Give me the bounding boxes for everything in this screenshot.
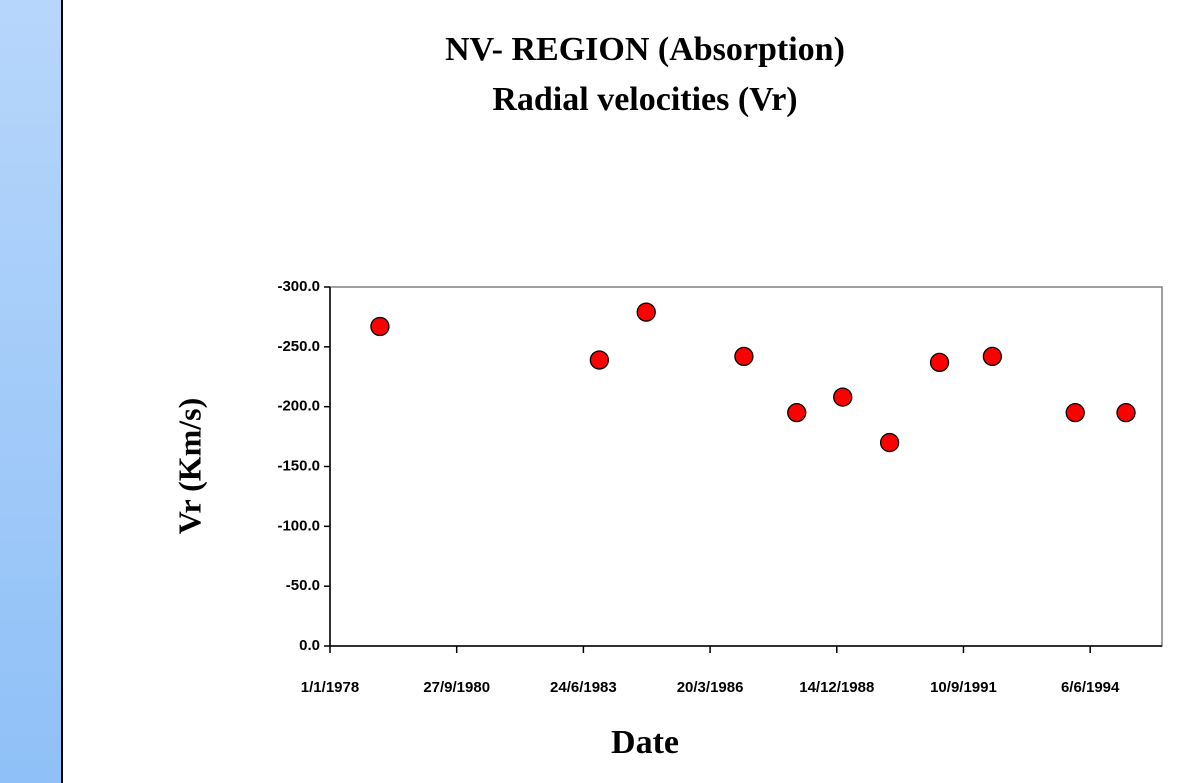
point — [636, 302, 656, 322]
y-tick-label: -200.0 — [277, 398, 320, 415]
y-tick-label: -50.0 — [286, 577, 320, 594]
x-tick-label: 24/6/1983 — [550, 679, 617, 696]
x-tick-label: 1/1/1978 — [301, 679, 359, 696]
point — [370, 316, 390, 337]
x-axis-label: Date — [611, 724, 679, 761]
x-tick-label: 6/6/1994 — [1061, 679, 1120, 696]
x-tick-label: 14/12/1988 — [799, 679, 874, 696]
plot-area — [329, 286, 1163, 647]
point — [589, 350, 610, 370]
chart-subtitle: Radial velocities (Vr) — [492, 81, 797, 118]
y-tick-label: -100.0 — [277, 517, 320, 534]
point — [1116, 402, 1136, 423]
point — [1065, 402, 1085, 423]
point — [787, 402, 807, 423]
point — [982, 346, 1003, 367]
side-band — [0, 0, 62, 783]
y-tick-label: -300.0 — [277, 278, 320, 295]
point — [929, 352, 950, 373]
x-tick-label: 27/9/1980 — [423, 679, 490, 696]
y-tick-label: 0.0 — [299, 637, 320, 654]
chart-title: NV- REGION (Absorption) — [445, 31, 845, 68]
point — [734, 346, 754, 367]
x-tick-label: 20/3/1986 — [677, 679, 744, 696]
y-tick-label: -150.0 — [277, 457, 320, 474]
y-tick-label: -250.0 — [277, 338, 320, 355]
point — [833, 387, 853, 407]
point — [879, 432, 900, 453]
y-axis-label: Vr (Km/s) — [171, 398, 207, 535]
x-tick-label: 10/9/1991 — [930, 679, 997, 696]
